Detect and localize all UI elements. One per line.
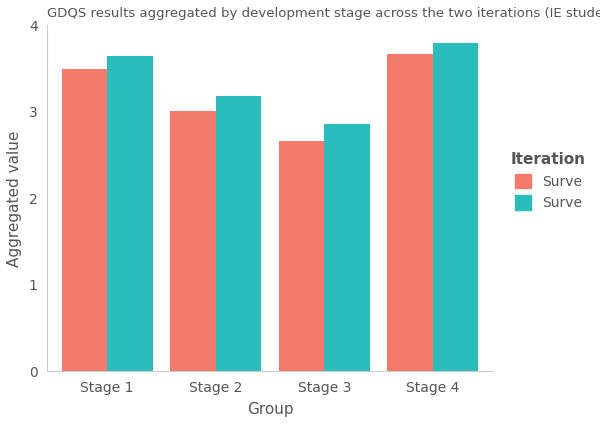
- Bar: [107, 56, 153, 371]
- Bar: [62, 69, 107, 371]
- X-axis label: Group: Group: [247, 402, 293, 417]
- Y-axis label: Aggregated value: Aggregated value: [7, 130, 22, 267]
- Legend: Surve, Surve: Surve, Surve: [504, 145, 593, 217]
- Text: GDQS results aggregated by development stage across the two iterations (IE stude: GDQS results aggregated by development s…: [47, 7, 600, 20]
- Bar: [279, 141, 325, 371]
- Bar: [170, 111, 216, 371]
- Bar: [433, 42, 478, 371]
- Bar: [387, 54, 433, 371]
- Bar: [216, 96, 262, 371]
- Bar: [325, 124, 370, 371]
